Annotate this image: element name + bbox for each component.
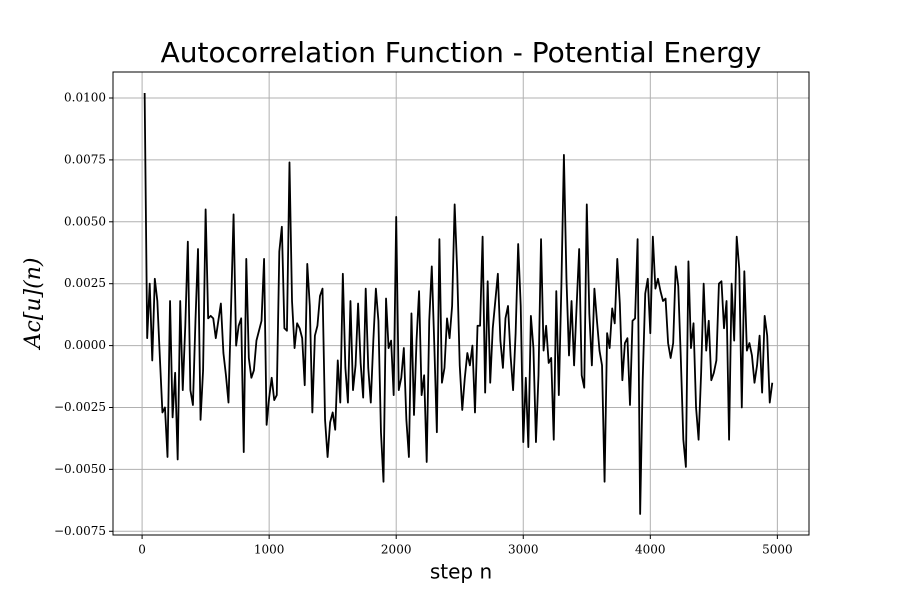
- y-tick-label: 0.0100: [64, 90, 106, 104]
- data-line: [143, 93, 774, 515]
- y-tick-label: −0.0075: [54, 524, 106, 538]
- y-tick-label: −0.0050: [54, 462, 106, 476]
- x-tick-label: 4000: [635, 543, 666, 557]
- chart-title: Autocorrelation Function - Potential Ene…: [161, 36, 762, 69]
- y-tick-label: 0.0000: [64, 338, 106, 352]
- y-tick-label: 0.0025: [64, 276, 106, 290]
- x-axis-label: step n: [430, 560, 492, 584]
- y-tick-label: 0.0050: [64, 214, 106, 228]
- x-tick-label: 5000: [762, 543, 793, 557]
- x-tick-label: 2000: [381, 543, 412, 557]
- x-tick-label: 3000: [508, 543, 539, 557]
- y-axis-label: Ac[u](n): [21, 258, 46, 351]
- y-tick-label: 0.0075: [64, 152, 106, 166]
- plot-frame: [112, 71, 810, 536]
- x-tick-label: 1000: [254, 543, 285, 557]
- x-tick-label: 0: [138, 543, 146, 557]
- y-tick-label: −0.0025: [54, 400, 106, 414]
